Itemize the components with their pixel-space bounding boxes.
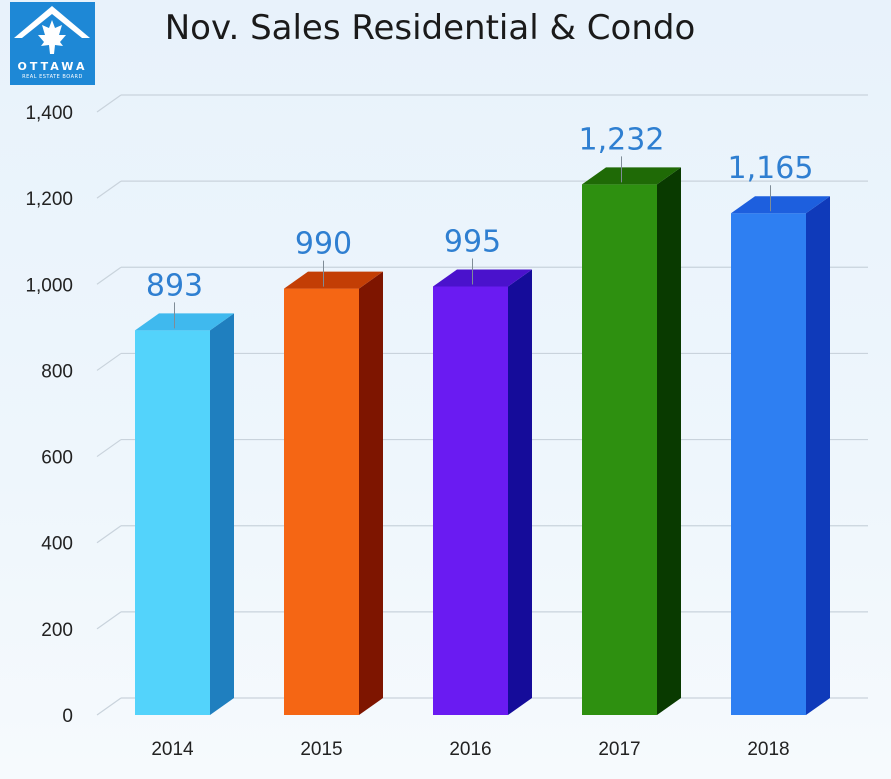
chart-title: Nov. Sales Residential & Condo bbox=[164, 8, 696, 48]
bar-side bbox=[210, 313, 234, 715]
y-tick-label: 200 bbox=[41, 620, 73, 641]
gridline-depth bbox=[96, 266, 122, 285]
bar-top bbox=[582, 167, 681, 185]
y-tick-label: 800 bbox=[41, 361, 73, 382]
x-tick-label: 2016 bbox=[449, 739, 491, 760]
gridline-depth bbox=[96, 352, 122, 371]
data-label: 995 bbox=[444, 224, 501, 259]
x-tick-label: 2015 bbox=[300, 739, 342, 760]
house-maple-leaf-icon bbox=[14, 6, 90, 54]
data-label: 1,232 bbox=[579, 122, 665, 157]
bar-side bbox=[657, 167, 681, 716]
y-tick-label: 400 bbox=[41, 534, 73, 555]
bar-top bbox=[731, 196, 830, 214]
gridline-depth bbox=[96, 525, 122, 544]
gridline-depth bbox=[96, 94, 122, 113]
gridline-depth bbox=[96, 611, 122, 630]
logo-subtitle: REAL ESTATE BOARD bbox=[22, 74, 83, 80]
data-label: 990 bbox=[295, 227, 352, 262]
bar-top bbox=[433, 269, 532, 287]
bar-front bbox=[284, 288, 359, 715]
gridline-depth bbox=[96, 180, 122, 199]
bar-side bbox=[359, 271, 383, 715]
gridline-depth bbox=[96, 697, 122, 716]
y-tick-label: 0 bbox=[62, 706, 73, 727]
bar-side bbox=[508, 269, 532, 715]
ottawa-real-estate-board-logo: OTTAWA REAL ESTATE BOARD bbox=[10, 2, 95, 85]
x-tick-label: 2014 bbox=[151, 739, 194, 760]
data-label: 893 bbox=[146, 268, 203, 303]
y-tick-label: 1,400 bbox=[25, 103, 73, 124]
bar-front bbox=[135, 330, 210, 715]
y-tick-label: 1,000 bbox=[25, 275, 73, 296]
bar-side bbox=[806, 196, 830, 716]
gridline-depth bbox=[96, 439, 122, 458]
bar-front bbox=[582, 184, 657, 716]
bar-top bbox=[135, 313, 234, 331]
bar-top bbox=[284, 271, 383, 289]
y-tick-label: 600 bbox=[41, 448, 73, 469]
logo-wordmark: OTTAWA bbox=[17, 60, 88, 73]
x-tick-label: 2017 bbox=[598, 739, 640, 760]
bar-front bbox=[433, 286, 508, 715]
y-tick-label: 1,200 bbox=[25, 189, 73, 210]
x-tick-label: 2018 bbox=[747, 739, 789, 760]
bar-front bbox=[731, 213, 806, 716]
data-label: 1,165 bbox=[728, 151, 814, 186]
